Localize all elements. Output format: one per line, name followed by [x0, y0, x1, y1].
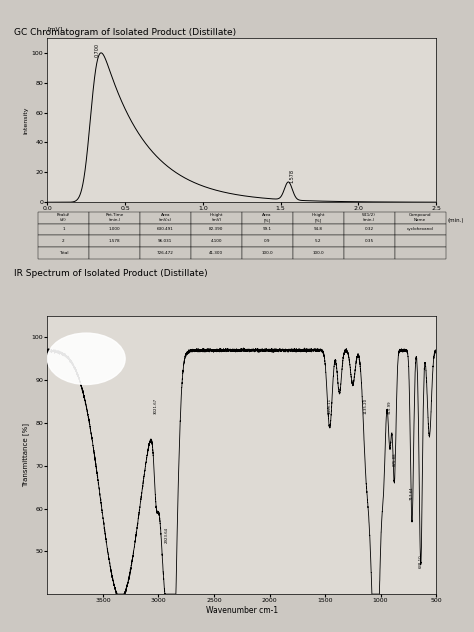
- Text: 875.88: 875.88: [392, 452, 396, 466]
- Y-axis label: Intensity: Intensity: [24, 106, 29, 134]
- Text: (min.): (min.): [448, 218, 464, 223]
- Text: 1458.11: 1458.11: [328, 398, 332, 415]
- Text: 915.99: 915.99: [388, 401, 392, 415]
- Text: 717.64: 717.64: [410, 487, 414, 500]
- Text: GC Chromatogram of Isolated Product (Distillate): GC Chromatogram of Isolated Product (Dis…: [14, 28, 237, 37]
- Ellipse shape: [47, 333, 125, 384]
- Text: 0.700: 0.700: [95, 44, 100, 58]
- Y-axis label: Transmittance [%]: Transmittance [%]: [22, 423, 29, 487]
- Text: 1.578: 1.578: [289, 169, 294, 183]
- Text: 1135.20: 1135.20: [364, 398, 367, 415]
- Text: 3021.67: 3021.67: [154, 398, 158, 415]
- Text: 638.10: 638.10: [419, 555, 423, 568]
- Text: [mV]: [mV]: [47, 27, 63, 32]
- X-axis label: Time: Time: [233, 213, 250, 219]
- Text: IR Spectrum of Isolated Product (Distillate): IR Spectrum of Isolated Product (Distill…: [14, 269, 208, 277]
- X-axis label: Wavenumber cm-1: Wavenumber cm-1: [206, 606, 278, 615]
- Text: 2923.64: 2923.64: [165, 526, 169, 543]
